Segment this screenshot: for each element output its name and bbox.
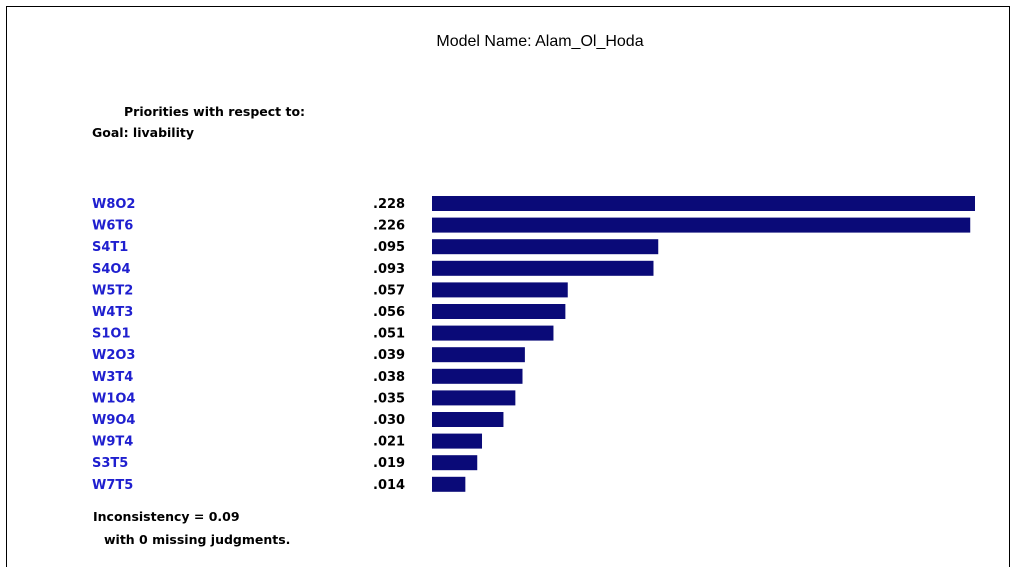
category-label: W9T4	[92, 435, 133, 450]
category-label: W2O3	[92, 348, 135, 363]
priority-bar	[432, 455, 478, 471]
value-label: .019	[373, 456, 405, 471]
priority-bar	[432, 368, 523, 384]
value-label: .093	[373, 262, 405, 277]
model-title: Model Name: Alam_Ol_Hoda	[436, 33, 644, 50]
value-label: .095	[373, 240, 405, 255]
value-label: .228	[373, 197, 405, 212]
category-label: W3T4	[92, 370, 133, 385]
priority-bar	[432, 476, 466, 492]
category-label: S4T1	[92, 240, 128, 255]
inconsistency-text: Inconsistency = 0.09	[93, 509, 240, 524]
value-label: .035	[373, 391, 405, 406]
value-label: .039	[373, 348, 405, 363]
value-label: .226	[373, 219, 405, 234]
goal-label: Goal: livability	[92, 125, 194, 140]
value-label: .056	[373, 305, 405, 320]
category-label: S3T5	[92, 456, 128, 471]
category-label: W1O4	[92, 391, 135, 406]
priority-bar	[432, 347, 525, 363]
priority-bar	[432, 282, 568, 298]
category-label: W5T2	[92, 283, 133, 298]
priority-bar	[432, 390, 516, 406]
category-label: W6T6	[92, 219, 133, 234]
priority-bar	[432, 325, 554, 341]
value-label: .038	[373, 370, 405, 385]
priority-bar	[432, 217, 971, 233]
missing-judgments-text: with 0 missing judgments.	[104, 532, 291, 547]
category-label: W9O4	[92, 413, 135, 428]
category-label: W8O2	[92, 197, 135, 212]
priority-bar	[432, 260, 654, 276]
category-label: S4O4	[92, 262, 131, 277]
priority-bar	[432, 239, 659, 255]
value-label: .057	[373, 283, 405, 298]
value-label: .021	[373, 435, 405, 450]
priorities-heading: Priorities with respect to:	[124, 104, 306, 119]
value-label: .030	[373, 413, 405, 428]
priority-bar	[432, 196, 975, 211]
value-label: .051	[373, 327, 405, 342]
priority-bar	[432, 304, 566, 319]
category-label: W4T3	[92, 305, 133, 320]
category-label: S1O1	[92, 327, 131, 342]
value-label: .014	[373, 478, 405, 493]
category-label: W7T5	[92, 478, 133, 493]
priority-bar	[432, 412, 504, 427]
priority-bar	[432, 433, 483, 449]
